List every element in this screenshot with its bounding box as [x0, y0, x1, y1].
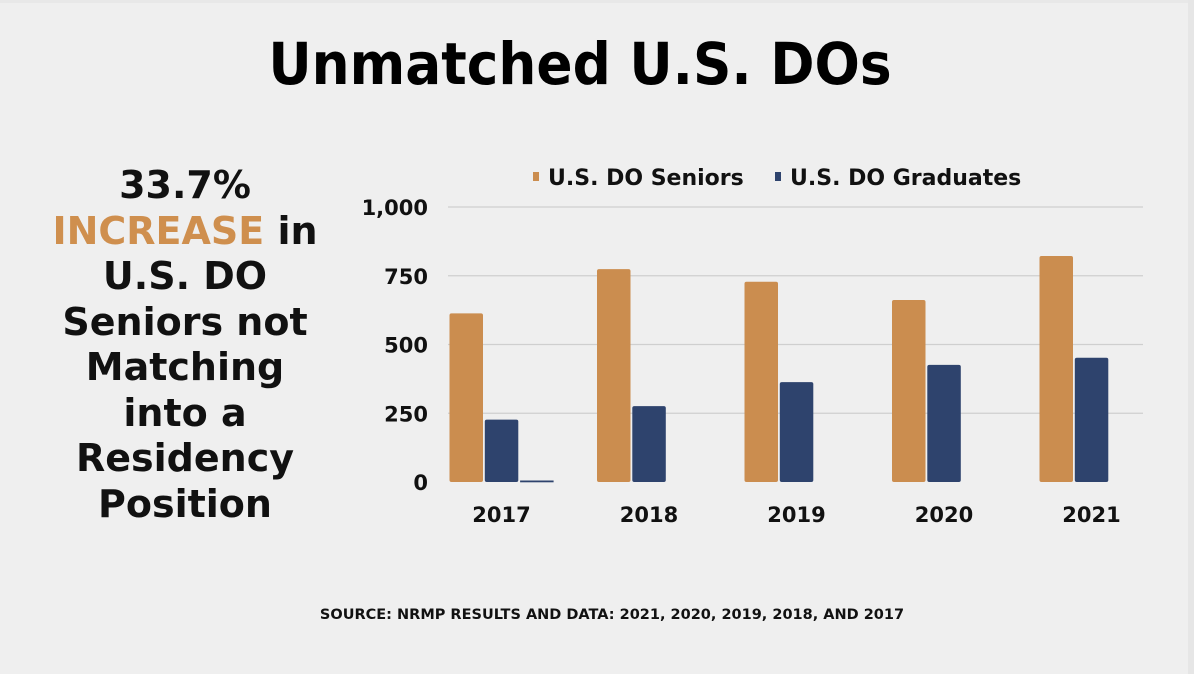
bars — [449, 255, 1109, 483]
y-tick-label: 1,000 — [362, 196, 428, 220]
x-axis-ticks: 2017 2018 2019 2020 2021 — [472, 503, 1120, 527]
legend-label: U.S. DO Seniors — [548, 166, 744, 191]
callout-accent-word: INCREASE — [52, 208, 265, 253]
callout-line: Matching — [85, 345, 285, 389]
y-tick-label: 750 — [384, 265, 428, 289]
callout-text: 33.7% INCREASE in U.S. DO Seniors not Ma… — [30, 163, 340, 527]
bar-u-s-do-seniors-2018 — [597, 269, 631, 482]
legend-swatch — [775, 172, 781, 181]
callout-after-accent: in — [264, 208, 318, 253]
bar-u-s-do-graduates-2019 — [779, 382, 814, 482]
callout-percent: 33.7% — [119, 163, 251, 207]
right-edge — [1188, 0, 1194, 674]
source-note: SOURCE: NRMP RESULTS AND DATA: 2021, 202… — [319, 607, 905, 623]
bar-u-s-do-graduates-2017 — [484, 419, 519, 482]
bar-u-s-do-seniors-2020 — [892, 299, 926, 482]
bar-u-s-do-seniors-2019 — [744, 281, 778, 482]
legend: U.S. DO Seniors U.S. DO Graduates — [533, 166, 1021, 191]
bar-u-s-do-graduates-2021 — [1074, 357, 1109, 482]
callout-line: U.S. DO — [102, 254, 268, 298]
callout-line: Position — [98, 481, 272, 526]
callout-line-increase: INCREASE in — [30, 209, 340, 255]
legend-swatch — [533, 172, 539, 181]
x-tick-label: 2017 — [472, 503, 530, 527]
callout-line: into a — [123, 390, 247, 435]
legend-label: U.S. DO Graduates — [790, 166, 1021, 191]
x-tick-label: 2018 — [620, 503, 678, 527]
bar-unlabeled-2017 — [520, 480, 554, 483]
bar-u-s-do-seniors-2017 — [449, 313, 483, 482]
bar-u-s-do-graduates-2018 — [632, 406, 666, 482]
y-tick-label: 0 — [413, 471, 428, 495]
bar-u-s-do-graduates-2020 — [927, 364, 961, 482]
x-tick-label: 2021 — [1062, 503, 1120, 527]
callout-line: Residency — [76, 436, 294, 480]
y-tick-label: 500 — [384, 334, 428, 358]
x-tick-label: 2020 — [915, 503, 973, 527]
callout-line: Seniors not — [62, 299, 308, 344]
page-title: Unmatched U.S. DOs — [268, 30, 892, 98]
x-tick-label: 2019 — [767, 503, 825, 527]
y-axis-ticks: 0 250 500 750 1,000 — [362, 196, 428, 495]
bar-u-s-do-seniors-2021 — [1039, 255, 1073, 482]
y-tick-label: 250 — [384, 402, 428, 426]
top-edge — [0, 0, 1194, 3]
